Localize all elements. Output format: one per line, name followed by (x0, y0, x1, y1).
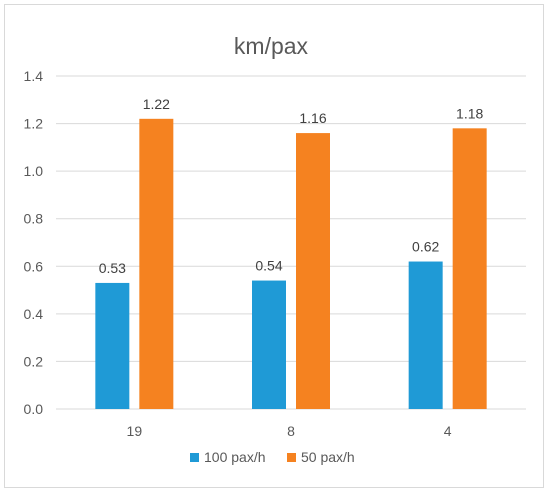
x-axis-ticks: 19 8 4 (127, 423, 452, 439)
chart-title: km/pax (234, 33, 309, 59)
y-axis-ticks: 0.0 0.2 0.4 0.6 0.8 1.0 1.2 1.4 (24, 68, 44, 417)
bar (408, 261, 443, 409)
legend: 100 pax/h 50 pax/h (190, 449, 355, 465)
gridlines (56, 75, 526, 410)
legend-swatch (190, 453, 199, 462)
chart-frame: km/pax 0.0 0.2 0.4 0.6 0.8 1.0 1.2 1.4 0.53 1.22… (4, 4, 544, 488)
data-label: 1.18 (456, 105, 483, 121)
x-tick-label: 8 (287, 423, 295, 439)
legend-swatch (287, 453, 296, 462)
x-tick-label: 4 (444, 423, 452, 439)
y-tick-label: 1.0 (24, 163, 44, 179)
bars (95, 118, 487, 410)
y-tick-label: 0.6 (24, 258, 44, 274)
legend-label: 100 pax/h (204, 449, 266, 465)
y-tick-label: 0.4 (24, 306, 44, 322)
bar-chart: km/pax 0.0 0.2 0.4 0.6 0.8 1.0 1.2 1.4 0.53 1.22… (24, 33, 526, 465)
y-tick-label: 0.0 (24, 401, 44, 417)
bar (252, 280, 286, 409)
data-labels: 0.53 1.22 0.54 1.16 0.62 1.18 (99, 96, 484, 276)
y-tick-label: 1.2 (24, 116, 44, 132)
bar (139, 118, 174, 410)
data-label: 1.16 (299, 110, 326, 126)
y-tick-label: 1.4 (24, 68, 44, 84)
bar (452, 128, 487, 409)
legend-label: 50 pax/h (301, 449, 355, 465)
x-tick-label: 19 (127, 423, 143, 439)
data-label: 1.22 (143, 96, 170, 112)
bar (95, 282, 130, 409)
y-tick-label: 0.2 (24, 353, 44, 369)
data-label: 0.54 (255, 258, 282, 274)
bar (296, 133, 330, 410)
data-label: 0.53 (99, 260, 126, 276)
data-label: 0.62 (412, 239, 439, 255)
y-tick-label: 0.8 (24, 211, 44, 227)
